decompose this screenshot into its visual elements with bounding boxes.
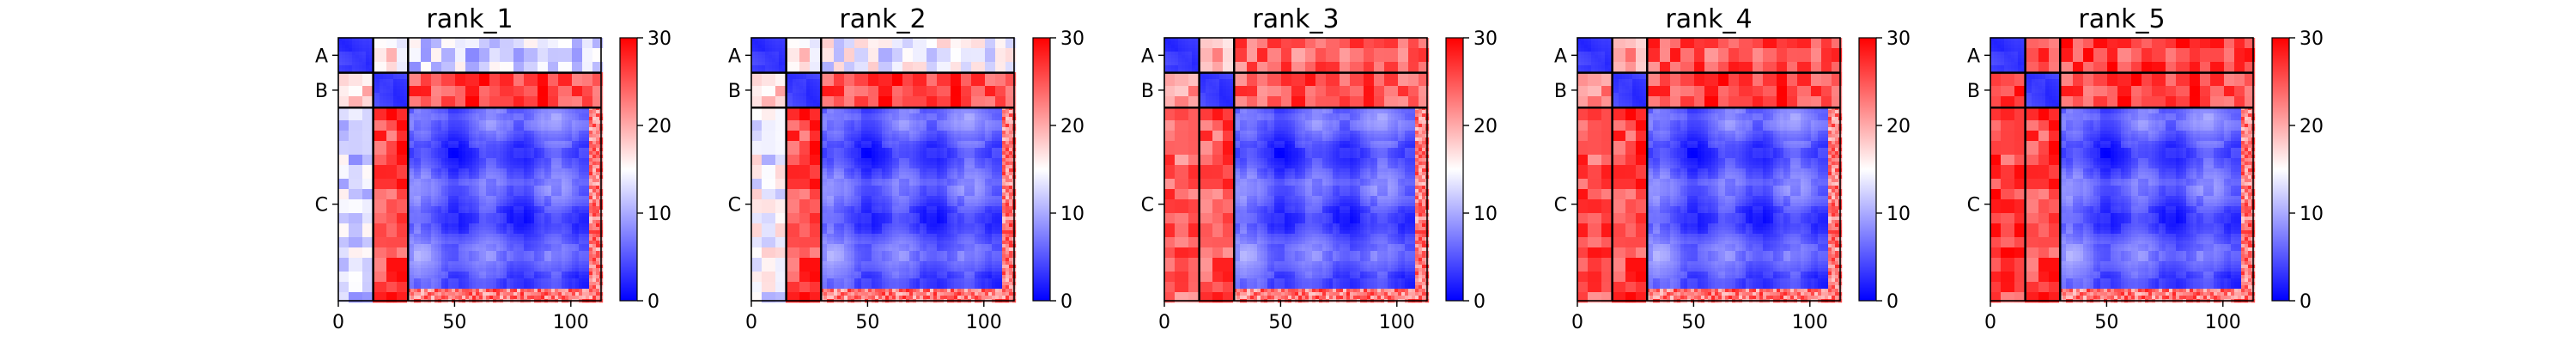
x-tick-label: 50 (1268, 312, 1292, 333)
chain-label-C: C (1554, 195, 1567, 217)
chain-label-A: A (1967, 46, 1980, 67)
heatmap-cells (1577, 38, 1842, 302)
x-tick-label: 0 (1571, 312, 1583, 333)
panel-title: rank_3 (1252, 4, 1339, 34)
panel-title: rank_4 (1665, 4, 1752, 34)
colorbar (1033, 38, 1050, 301)
colorbar-tick-label: 20 (1886, 116, 1911, 137)
panel-rank_5: rank_5 AB C 0 50 100 0 10 20 30 (1967, 4, 2324, 333)
colorbar-tick-label: 0 (1473, 291, 1485, 313)
chain-label-A: A (1141, 46, 1154, 67)
colorbar-tick-label: 20 (647, 116, 671, 137)
x-tick-label: 50 (855, 312, 879, 333)
colorbar-tick-label: 10 (647, 204, 671, 225)
x-tick-label: 100 (966, 312, 1002, 333)
x-tick-label: 100 (1792, 312, 1828, 333)
chain-label-A: A (728, 46, 741, 67)
x-tick-label: 100 (553, 312, 589, 333)
panel-rank_1: rank_1 AB C 0 50 100 0 10 20 30 (315, 4, 671, 333)
panel-rank_3: rank_3 AB C 0 50 100 0 10 20 30 (1141, 4, 1498, 333)
colorbar (620, 38, 637, 301)
panel-title: rank_1 (426, 4, 513, 34)
colorbar-tick-label: 0 (1060, 291, 1072, 313)
colorbar-tick-label: 30 (1060, 28, 1084, 50)
heatmap-cells (1164, 38, 1429, 302)
x-tick-label: 100 (1379, 312, 1415, 333)
colorbar-tick-label: 10 (2300, 204, 2324, 225)
chain-label-C: C (1967, 195, 1980, 217)
colorbar-tick-label: 0 (647, 291, 659, 313)
colorbar-tick-label: 0 (2300, 291, 2312, 313)
x-tick-label: 0 (1158, 312, 1170, 333)
heatmap-cells (751, 38, 1016, 302)
chain-label-C: C (315, 195, 328, 217)
colorbar-tick-label: 30 (1473, 28, 1498, 50)
x-tick-label: 100 (2205, 312, 2241, 333)
chain-label-C: C (1141, 195, 1154, 217)
colorbar-tick-label: 20 (1060, 116, 1084, 137)
x-tick-label: 0 (332, 312, 344, 333)
chain-label-B: B (728, 81, 741, 102)
colorbar-tick-label: 0 (1886, 291, 1899, 313)
chain-label-A: A (1554, 46, 1567, 67)
chain-label-B: B (1141, 81, 1154, 102)
panel-title: rank_2 (839, 4, 926, 34)
chain-label-C: C (728, 195, 741, 217)
chain-label-B: B (315, 81, 328, 102)
colorbar-tick-label: 10 (1886, 204, 1911, 225)
x-tick-label: 0 (745, 312, 757, 333)
colorbar-tick-label: 30 (647, 28, 671, 50)
colorbar-tick-label: 30 (2300, 28, 2324, 50)
x-tick-label: 50 (2094, 312, 2118, 333)
x-tick-label: 50 (1681, 312, 1705, 333)
heatmap-cells (338, 38, 603, 302)
colorbar (1446, 38, 1463, 301)
panel-title: rank_5 (2078, 4, 2165, 34)
colorbar-tick-label: 20 (1473, 116, 1498, 137)
chain-label-A: A (315, 46, 328, 67)
colorbar (2272, 38, 2289, 301)
chain-label-B: B (1554, 81, 1567, 102)
heatmap-cells (1990, 38, 2255, 302)
colorbar-tick-label: 20 (2300, 116, 2324, 137)
x-tick-label: 0 (1984, 312, 1996, 333)
panel-rank_4: rank_4 AB C 0 50 100 0 10 20 30 (1554, 4, 1911, 333)
colorbar (1859, 38, 1876, 301)
chain-label-B: B (1967, 81, 1980, 102)
colorbar-tick-label: 30 (1886, 28, 1911, 50)
colorbar-tick-label: 10 (1060, 204, 1084, 225)
panel-rank_2: rank_2 AB C 0 50 100 0 10 20 30 (728, 4, 1084, 333)
x-tick-label: 50 (442, 312, 466, 333)
colorbar-tick-label: 10 (1473, 204, 1498, 225)
